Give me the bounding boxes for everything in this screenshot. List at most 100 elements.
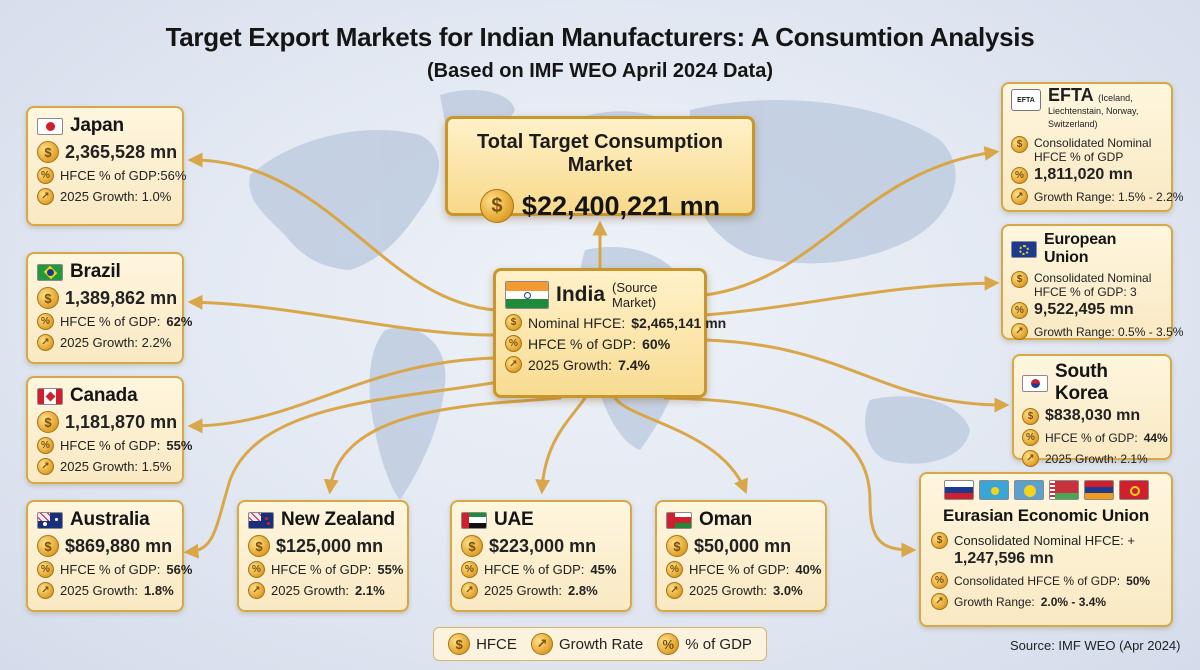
brazil-growth: 2025 Growth: 2.2% <box>60 335 172 350</box>
canada-gdp-value: 55% <box>166 438 193 453</box>
brazil-flag-icon <box>37 263 63 281</box>
india-source-card: India (Source Market) $ Nominal HFCE: $2… <box>493 268 726 398</box>
oman-growth-label: 2025 Growth: <box>689 583 768 598</box>
canada-name: Canada <box>70 385 138 406</box>
growth-coin-icon: ↗ <box>666 582 683 599</box>
india-flag-icon <box>505 281 549 309</box>
belarus-flag-icon <box>1048 480 1079 500</box>
brazil-hfce: 1,389,862 mn <box>65 287 178 308</box>
growth-coin-icon: ↗ <box>37 582 54 599</box>
australia-growth-label: 2025 Growth: <box>60 583 139 598</box>
eaeu-growth-label: Growth Range: <box>954 594 1035 609</box>
growth-coin-icon: ↗ <box>461 582 478 599</box>
india-gdp-value: 60% <box>642 335 671 352</box>
source-note: Source: IMF WEO (Apr 2024) <box>1010 638 1181 653</box>
dollar-coin-icon: $ <box>461 535 483 557</box>
dollar-coin-icon: $ <box>505 314 522 331</box>
dollar-coin-icon: $ <box>448 633 471 655</box>
uae-growth-label: 2025 Growth: <box>484 583 563 598</box>
india-name: India <box>556 283 606 306</box>
south-korea-flag-icon <box>1022 374 1048 392</box>
eu-growth: Growth Range: 0.5% - 3.5% <box>1034 324 1184 339</box>
japan-growth: 2025 Growth: 1.0% <box>60 189 172 204</box>
percent-coin-icon: % <box>657 633 680 655</box>
eu-flag-icon <box>1011 240 1037 258</box>
uae-card: UAE $ $223,000 mn % HFCE % of GDP: 45% ↗… <box>450 500 632 612</box>
canada-growth: 2025 Growth: 1.5% <box>60 459 172 474</box>
india-gdp-label: HFCE % of GDP: <box>528 335 637 352</box>
new-zealand-flag-icon <box>248 511 274 529</box>
legend: $ HFCE ↗ Growth Rate % % of GDP <box>433 627 767 661</box>
canada-flag-icon <box>37 387 63 405</box>
map-north-america <box>249 129 439 270</box>
india-growth-row: ↗ 2025 Growth: 7.4% <box>505 356 695 373</box>
brazil-gdp-label: HFCE % of GDP: <box>60 314 161 329</box>
percent-coin-icon: % <box>37 561 54 578</box>
dollar-coin-icon: $ <box>1011 271 1028 288</box>
efta-card: EFTA EFTA (Iceland, Liechtenstain, Norwa… <box>1001 82 1183 212</box>
australia-gdp-label: HFCE % of GDP: <box>60 562 161 577</box>
eaeu-gdp-value: 50% <box>1126 573 1151 588</box>
growth-coin-icon: ↗ <box>530 633 553 655</box>
efta-name: EFTA <box>1048 85 1094 105</box>
new-zealand-hfce: $125,000 mn <box>276 535 384 556</box>
efta-hfce-label-1: Consolidated Nominal <box>1034 136 1152 150</box>
dollar-coin-icon: $ <box>931 532 948 549</box>
australia-gdp-value: 56% <box>166 562 193 577</box>
growth-coin-icon: ↗ <box>505 356 522 373</box>
eaeu-name: Eurasian Economic Union <box>942 506 1150 525</box>
brazil-gdp-value: 62% <box>166 314 193 329</box>
legend-growth-label: Growth Rate <box>558 635 644 653</box>
kyrgyzstan-flag-icon <box>1013 480 1044 500</box>
percent-coin-icon: % <box>37 437 54 454</box>
growth-coin-icon: ↗ <box>248 582 265 599</box>
south-korea-card: South Korea $ $838,030 mn % HFCE % of GD… <box>1012 354 1172 467</box>
brazil-card: Brazil $ 1,389,862 mn % HFCE % of GDP: 6… <box>26 252 192 364</box>
legend-item-gdp: % % of GDP <box>657 633 752 655</box>
growth-coin-icon: ↗ <box>1022 450 1039 467</box>
south-korea-gdp-value: 44% <box>1143 430 1168 445</box>
south-korea-name: South Korea <box>1055 361 1108 404</box>
dollar-coin-icon: $ <box>37 535 59 557</box>
brazil-name: Brazil <box>70 261 121 282</box>
uae-hfce: $223,000 mn <box>489 535 597 556</box>
percent-coin-icon: % <box>505 335 522 352</box>
uae-gdp-value: 45% <box>590 562 617 577</box>
oman-growth-value: 3.0% <box>773 583 803 598</box>
new-zealand-gdp-label: HFCE % of GDP: <box>271 562 372 577</box>
russia-flag-icon <box>943 480 974 500</box>
percent-coin-icon: % <box>248 561 265 578</box>
australia-name: Australia <box>70 509 150 530</box>
percent-coin-icon: % <box>1011 166 1028 184</box>
growth-coin-icon: ↗ <box>1011 323 1028 340</box>
japan-card: Japan $ 2,365,528 mn % HFCE % of GDP:56%… <box>26 106 186 226</box>
armenia-flag-icon <box>1083 480 1114 500</box>
percent-coin-icon: % <box>37 167 54 184</box>
total-market-value-row: $ $22,400,221 mn <box>448 189 752 223</box>
growth-coin-icon: ↗ <box>37 458 54 475</box>
eu-card: European Union $ Consolidated Nominal HF… <box>1001 224 1183 340</box>
new-zealand-growth-label: 2025 Growth: <box>271 583 350 598</box>
efta-hfce-label-2: HFCE % of GDP <box>1034 150 1124 164</box>
efta-logo-icon: EFTA <box>1011 89 1041 111</box>
japan-name: Japan <box>70 115 124 136</box>
oman-flag-icon <box>666 511 692 529</box>
australia-flag-icon <box>37 511 63 529</box>
total-market-value: $22,400,221 mn <box>521 190 721 221</box>
growth-coin-icon: ↗ <box>37 334 54 351</box>
india-nominal-label: Nominal HFCE: <box>528 314 626 331</box>
dollar-coin-icon: $ <box>666 535 688 557</box>
eu-name: European Union <box>1044 231 1117 266</box>
india-tag: (Source Market) <box>612 280 658 310</box>
legend-gdp-label: % of GDP <box>685 635 752 653</box>
kyrgyz-flag-icon <box>1118 480 1149 500</box>
india-growth-label: 2025 Growth: <box>528 356 613 373</box>
india-nominal-value: $2,465,141 mn <box>631 314 727 331</box>
oman-gdp-label: HFCE % of GDP: <box>689 562 790 577</box>
new-zealand-card: New Zealand $ $125,000 mn % HFCE % of GD… <box>237 500 409 612</box>
india-nominal-row: $ Nominal HFCE: $2,465,141 mn <box>505 314 726 331</box>
uae-gdp-label: HFCE % of GDP: <box>484 562 585 577</box>
eu-hfce-label-1: Consolidated Nominal <box>1034 271 1152 285</box>
eaeu-hfce-label: Consolidated Nominal HFCE: + <box>954 533 1135 548</box>
india-gdp-row: % HFCE % of GDP: 60% <box>505 335 695 352</box>
